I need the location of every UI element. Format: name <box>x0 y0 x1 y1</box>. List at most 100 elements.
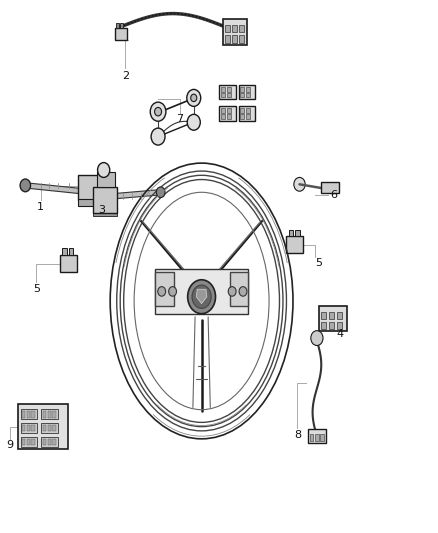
Circle shape <box>192 285 211 309</box>
Bar <box>239 85 255 100</box>
Polygon shape <box>117 190 160 199</box>
Text: 1: 1 <box>37 202 44 212</box>
Bar <box>295 230 300 236</box>
Bar <box>247 114 251 118</box>
Bar <box>27 439 30 445</box>
Bar <box>336 312 342 319</box>
Text: 7: 7 <box>176 114 184 124</box>
Bar <box>27 425 30 431</box>
Bar <box>289 230 293 236</box>
Bar <box>78 199 99 206</box>
Bar <box>22 411 25 418</box>
Bar <box>43 425 46 431</box>
Text: 2: 2 <box>122 71 129 82</box>
Text: 4: 4 <box>336 329 344 339</box>
Circle shape <box>191 94 197 102</box>
Text: 9: 9 <box>7 440 14 450</box>
Circle shape <box>158 287 166 296</box>
Text: 3: 3 <box>98 205 105 215</box>
Bar <box>155 272 173 306</box>
Bar <box>227 87 231 92</box>
Bar <box>219 106 236 120</box>
Bar <box>221 114 225 118</box>
Circle shape <box>155 108 162 116</box>
Circle shape <box>187 90 201 107</box>
Text: 5: 5 <box>33 284 40 294</box>
Bar <box>321 182 339 193</box>
Bar <box>52 439 56 445</box>
Bar <box>42 423 58 433</box>
Bar <box>18 405 68 449</box>
Bar <box>286 236 303 253</box>
Bar <box>239 106 255 120</box>
Bar <box>232 25 237 32</box>
Bar <box>43 411 46 418</box>
Bar <box>221 87 225 92</box>
Text: 8: 8 <box>294 430 301 440</box>
Bar <box>93 212 117 216</box>
Bar <box>32 411 35 418</box>
Bar <box>155 269 248 314</box>
Bar <box>116 22 119 28</box>
Bar <box>93 187 117 214</box>
Circle shape <box>311 330 323 345</box>
Bar <box>21 409 37 419</box>
Bar <box>27 411 30 418</box>
Bar <box>230 272 248 306</box>
Bar <box>42 409 58 419</box>
Circle shape <box>98 163 110 177</box>
Bar <box>240 87 244 92</box>
Bar <box>321 312 326 319</box>
Bar <box>221 109 225 113</box>
Bar <box>240 93 244 98</box>
Bar <box>21 423 37 433</box>
Bar <box>22 425 25 431</box>
Bar <box>239 25 244 32</box>
Bar <box>219 85 236 100</box>
Bar <box>320 433 324 441</box>
Bar <box>227 109 231 113</box>
Circle shape <box>228 287 236 296</box>
Bar <box>52 425 56 431</box>
Bar <box>42 437 58 447</box>
Bar <box>308 429 326 442</box>
Bar <box>315 433 319 441</box>
Bar <box>225 25 230 32</box>
Text: 6: 6 <box>330 190 337 200</box>
Bar <box>60 255 77 272</box>
Bar <box>43 439 46 445</box>
Bar <box>78 175 99 200</box>
Circle shape <box>187 280 215 314</box>
Circle shape <box>239 287 247 296</box>
Bar <box>247 87 251 92</box>
Bar <box>47 411 51 418</box>
Circle shape <box>156 187 165 198</box>
Bar <box>321 321 326 329</box>
Bar <box>225 35 230 43</box>
Bar <box>319 306 347 331</box>
Circle shape <box>187 114 200 130</box>
Bar <box>328 321 334 329</box>
Bar <box>239 35 244 43</box>
Bar <box>240 114 244 118</box>
Circle shape <box>169 287 177 296</box>
Bar <box>247 93 251 98</box>
Polygon shape <box>25 183 82 194</box>
Bar <box>21 437 37 447</box>
Bar <box>115 28 127 39</box>
Bar <box>310 433 314 441</box>
Bar <box>328 312 334 319</box>
Bar <box>22 439 25 445</box>
Bar <box>227 114 231 118</box>
Bar <box>232 35 237 43</box>
Bar <box>120 22 123 28</box>
Bar <box>52 411 56 418</box>
Bar <box>47 439 51 445</box>
Bar <box>240 109 244 113</box>
Circle shape <box>294 177 305 191</box>
Circle shape <box>20 179 31 192</box>
Bar <box>221 93 225 98</box>
Circle shape <box>150 102 166 121</box>
Polygon shape <box>196 289 207 304</box>
Bar <box>32 425 35 431</box>
